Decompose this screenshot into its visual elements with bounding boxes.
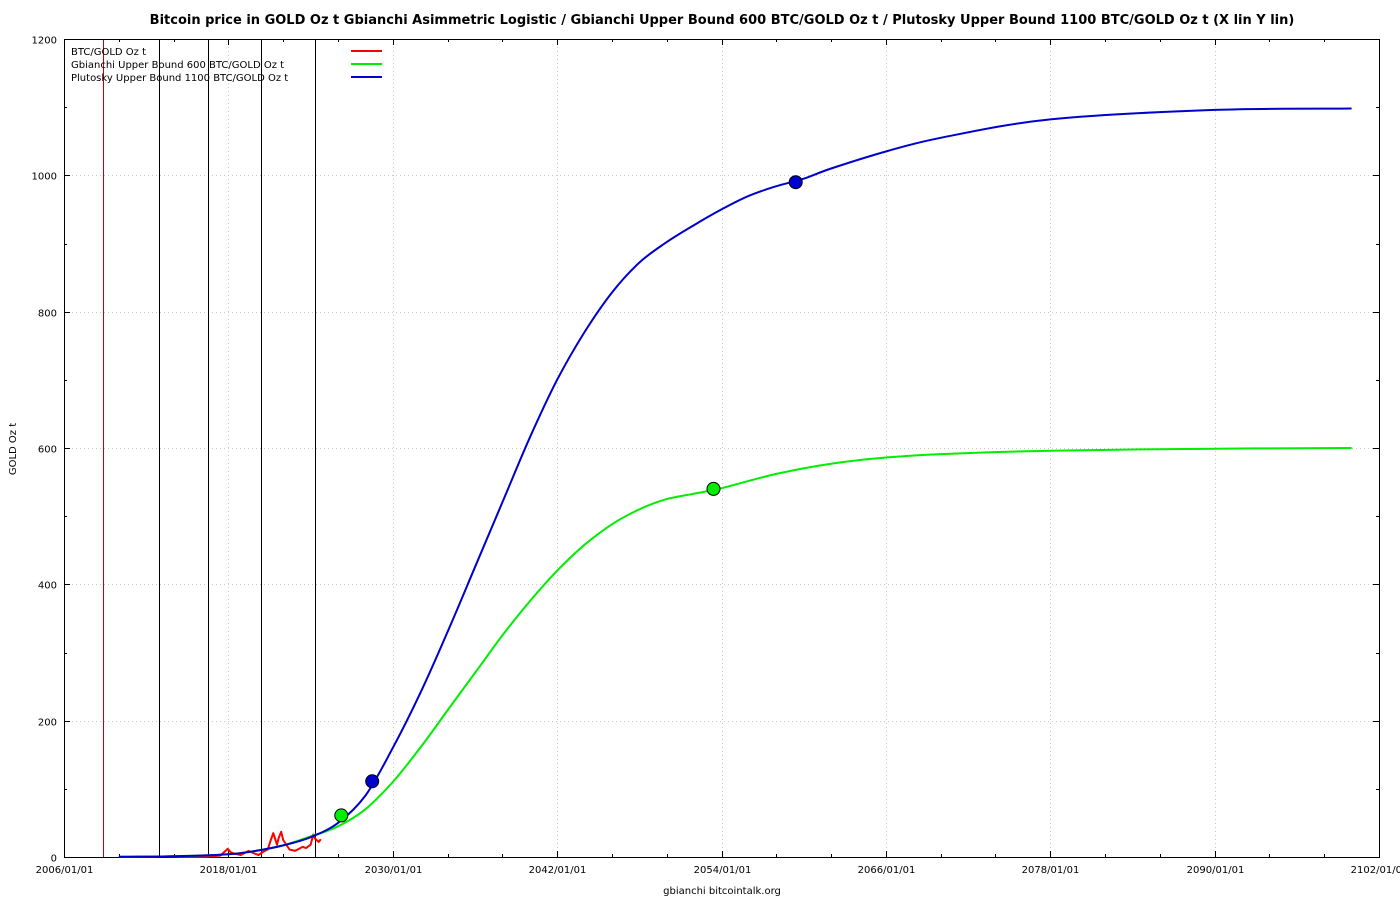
series-marker bbox=[706, 481, 721, 496]
markers bbox=[334, 175, 803, 823]
y-tick-label: 200 bbox=[38, 718, 57, 729]
y-tick-label: 800 bbox=[38, 309, 57, 320]
y-tick-label: 600 bbox=[38, 445, 57, 456]
y-tick-label: 400 bbox=[38, 581, 57, 592]
chart-title: Bitcoin price in GOLD Oz t Gbianchi Asim… bbox=[150, 13, 1295, 28]
vertical-lines bbox=[103, 39, 316, 857]
series-marker bbox=[788, 175, 803, 190]
x-tick-labels: 2006/01/01 2018/01/01 2030/01/01 2042/01/01… bbox=[36, 865, 1400, 876]
x-tick-label: 2054/01/01 bbox=[694, 865, 752, 876]
x-tick-label: 2078/01/01 bbox=[1022, 865, 1080, 876]
y-axis-label: GOLD Oz t bbox=[8, 423, 19, 475]
series-marker bbox=[365, 774, 380, 789]
axis-ticks bbox=[64, 39, 1380, 858]
legend: BTC/GOLD Oz t Gbianchi Upper Bound 600 B… bbox=[71, 47, 382, 84]
series-marker bbox=[334, 808, 349, 823]
x-tick-label: 2042/01/01 bbox=[529, 865, 587, 876]
series-line-gbianchi bbox=[118, 447, 1352, 858]
series bbox=[118, 107, 1352, 858]
series-line-btc-gold bbox=[125, 830, 322, 858]
x-tick-label: 2018/01/01 bbox=[200, 865, 258, 876]
legend-label-plutosky: Plutosky Upper Bound 1100 BTC/GOLD Oz t bbox=[71, 73, 288, 84]
y-tick-label: 0 bbox=[51, 854, 57, 865]
x-tick-label: 2006/01/01 bbox=[36, 865, 94, 876]
x-axis-label: gbianchi bitcointalk.org bbox=[663, 886, 781, 897]
series-line-plutosky bbox=[118, 107, 1352, 858]
legend-label-btc-gold: BTC/GOLD Oz t bbox=[71, 47, 146, 58]
y-tick-labels: 0 200 400 600 800 1000 1200 bbox=[32, 36, 57, 865]
x-tick-label: 2102/01/01 bbox=[1351, 865, 1400, 876]
legend-label-gbianchi: Gbianchi Upper Bound 600 BTC/GOLD Oz t bbox=[71, 60, 284, 71]
x-tick-label: 2066/01/01 bbox=[858, 865, 916, 876]
x-tick-label: 2090/01/01 bbox=[1187, 865, 1245, 876]
y-tick-label: 1000 bbox=[32, 172, 57, 183]
y-tick-label: 1200 bbox=[32, 36, 57, 47]
x-tick-label: 2030/01/01 bbox=[365, 865, 423, 876]
